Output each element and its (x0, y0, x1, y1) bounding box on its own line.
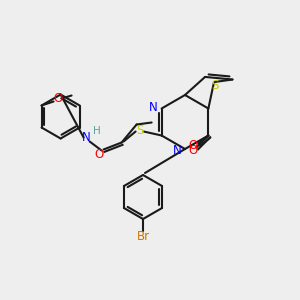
Text: O: O (94, 148, 103, 161)
Text: S: S (136, 124, 143, 137)
Text: Br: Br (136, 230, 150, 244)
Text: H: H (93, 127, 101, 136)
Text: N: N (173, 143, 182, 157)
Text: O: O (53, 92, 62, 105)
Text: O: O (189, 139, 198, 152)
Text: N: N (82, 131, 91, 144)
Text: S: S (211, 79, 219, 92)
Text: N: N (149, 101, 158, 114)
Text: O: O (189, 144, 198, 157)
